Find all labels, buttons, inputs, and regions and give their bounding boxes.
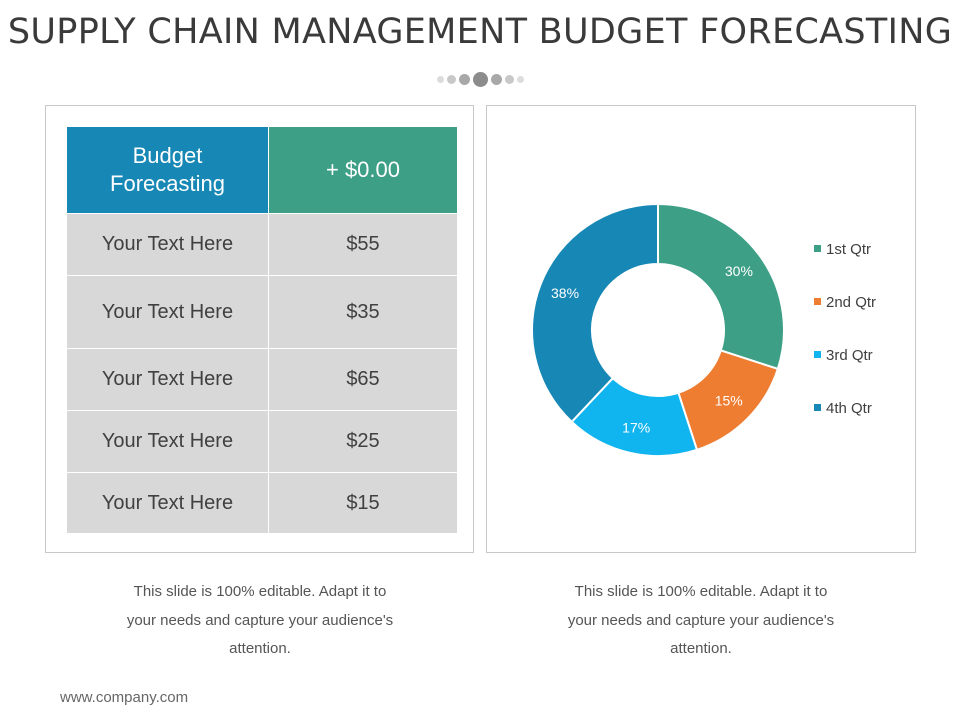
legend-item: 3rd Qtr	[814, 347, 873, 364]
caption-right: This slide is 100% editable. Adapt it to…	[486, 578, 916, 664]
data-label: 15%	[715, 393, 743, 409]
legend-swatch	[814, 351, 821, 358]
page-title: SUPPLY CHAIN MANAGEMENT BUDGET FORECASTI…	[7, 12, 953, 52]
data-label: 38%	[551, 285, 579, 301]
caption-line: attention.	[670, 640, 732, 657]
row-value: $15	[268, 472, 458, 534]
footer-url[interactable]: www.company.com	[60, 689, 189, 706]
row-label: Your Text Here	[66, 213, 269, 276]
table-row: Your Text Here $65	[66, 348, 458, 411]
table-header-value: + $0.00	[268, 126, 458, 214]
row-label: Your Text Here	[66, 348, 269, 411]
donut-slice-1st-qtr	[657, 202, 785, 371]
row-label: Your Text Here	[66, 472, 269, 534]
row-value: $55	[268, 213, 458, 276]
dot	[516, 76, 524, 83]
table-row: Your Text Here $35	[66, 275, 458, 349]
donut-chart-panel: 30% 15% 17% 38% 1st Qtr 2nd Qtr 3rd Qtr 4th Qtr	[486, 105, 916, 553]
legend-swatch	[814, 298, 821, 305]
header-label-line1: Budget	[132, 143, 203, 168]
donut-chart: 30% 15% 17% 38% 1st Qtr 2nd Qtr 3rd Qtr 4th Qtr	[531, 202, 876, 457]
dot	[472, 72, 488, 87]
table-row: Your Text Here $25	[66, 410, 458, 473]
caption-line: This slide is 100% editable. Adapt it to	[133, 583, 387, 600]
data-label: 30%	[725, 263, 753, 279]
caption-line: your needs and capture your audience's	[126, 611, 394, 629]
table-header-label: Budget Forecasting	[66, 126, 269, 214]
legend-swatch	[814, 245, 821, 252]
caption-line: your needs and capture your audience's	[567, 611, 835, 629]
data-label: 17%	[622, 420, 650, 436]
dot	[446, 75, 456, 84]
header-label-line2: Forecasting	[110, 171, 225, 196]
legend-label: 2nd Qtr	[826, 294, 876, 311]
table-row: Your Text Here $55	[66, 213, 458, 276]
caption-line: This slide is 100% editable. Adapt it to	[574, 583, 828, 600]
legend-swatch	[814, 404, 821, 411]
budget-table-panel: Budget Forecasting + $0.00 Your Text Her…	[45, 105, 474, 553]
legend-item: 4th Qtr	[814, 400, 872, 417]
row-label: Your Text Here	[66, 410, 269, 473]
budget-table: Budget Forecasting + $0.00 Your Text Her…	[66, 126, 458, 534]
dot	[436, 76, 444, 83]
caption-line: attention.	[229, 640, 291, 657]
legend-label: 1st Qtr	[826, 241, 871, 258]
slide-dots-decoration	[0, 72, 960, 87]
table-row: Your Text Here $15	[66, 472, 458, 534]
legend-label: 4th Qtr	[826, 400, 872, 417]
row-value: $65	[268, 348, 458, 411]
caption-left: This slide is 100% editable. Adapt it to…	[45, 578, 475, 664]
legend-item: 2nd Qtr	[814, 294, 876, 311]
row-value: $25	[268, 410, 458, 473]
dot	[458, 74, 470, 85]
donut-slice-4th-qtr	[531, 202, 659, 424]
dot	[490, 74, 502, 85]
row-value: $35	[268, 275, 458, 349]
legend-item: 1st Qtr	[814, 241, 871, 258]
row-label: Your Text Here	[66, 275, 269, 349]
dot	[504, 75, 514, 84]
legend-label: 3rd Qtr	[826, 347, 873, 364]
